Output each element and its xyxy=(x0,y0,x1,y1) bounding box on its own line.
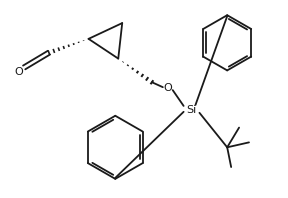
Text: O: O xyxy=(15,67,24,77)
Text: Si: Si xyxy=(186,105,197,115)
Text: O: O xyxy=(163,83,172,93)
